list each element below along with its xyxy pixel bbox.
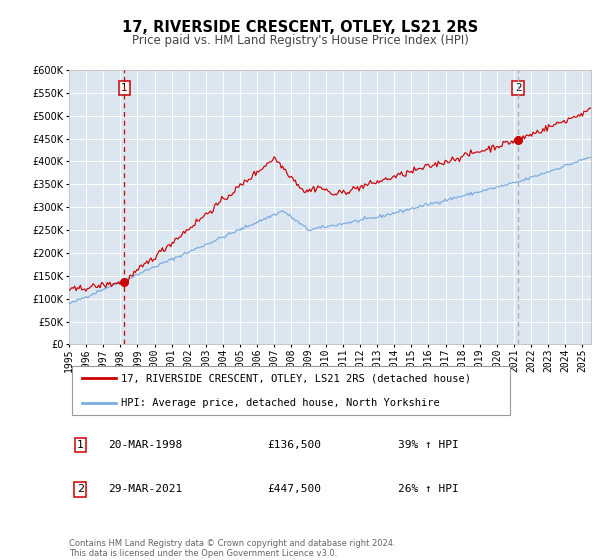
Text: £136,500: £136,500 <box>268 440 322 450</box>
Text: 1: 1 <box>121 83 127 93</box>
Text: 39% ↑ HPI: 39% ↑ HPI <box>398 440 458 450</box>
Text: 29-MAR-2021: 29-MAR-2021 <box>108 484 182 494</box>
Text: 20-MAR-1998: 20-MAR-1998 <box>108 440 182 450</box>
Text: HPI: Average price, detached house, North Yorkshire: HPI: Average price, detached house, Nort… <box>121 398 440 408</box>
FancyBboxPatch shape <box>71 366 510 415</box>
Text: 2: 2 <box>77 484 84 494</box>
Text: 17, RIVERSIDE CRESCENT, OTLEY, LS21 2RS (detached house): 17, RIVERSIDE CRESCENT, OTLEY, LS21 2RS … <box>121 374 471 384</box>
Text: Contains HM Land Registry data © Crown copyright and database right 2024.
This d: Contains HM Land Registry data © Crown c… <box>69 539 395 558</box>
Text: £447,500: £447,500 <box>268 484 322 494</box>
Text: 1: 1 <box>77 440 84 450</box>
Text: Price paid vs. HM Land Registry's House Price Index (HPI): Price paid vs. HM Land Registry's House … <box>131 34 469 46</box>
Text: 26% ↑ HPI: 26% ↑ HPI <box>398 484 458 494</box>
Text: 17, RIVERSIDE CRESCENT, OTLEY, LS21 2RS: 17, RIVERSIDE CRESCENT, OTLEY, LS21 2RS <box>122 20 478 35</box>
Text: 2: 2 <box>515 83 521 93</box>
